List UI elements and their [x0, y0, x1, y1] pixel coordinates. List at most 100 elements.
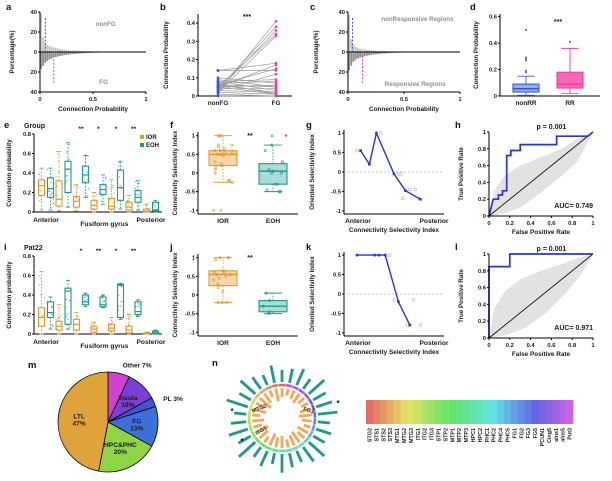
- region-color-legend: STG2 STS1 STS2 STS3 MTG1 MTG2 MTG3 ITG1 ITG2 ITG3…: [362, 396, 608, 480]
- svg-text:0.2: 0.2: [478, 319, 486, 325]
- svg-text:40: 40: [339, 90, 345, 96]
- svg-text:EOH: EOH: [146, 143, 159, 149]
- svg-text:Connection Probability: Connection Probability: [369, 106, 439, 113]
- svg-text:20: 20: [339, 30, 345, 36]
- panel-j: j -1 -0.5 0 0.5 1 ** IOR EOH Connectivity Select…: [170, 242, 304, 360]
- svg-text:*: *: [115, 248, 118, 255]
- svg-text:0.6: 0.6: [23, 274, 32, 280]
- svg-text:MTG2: MTG2: [251, 403, 268, 414]
- panel-a: a 40 20 0 20 40 0 0.5 1 nonFG FG Percentage(%) Conn…: [6, 2, 158, 116]
- panel-m-letter: m: [28, 360, 37, 371]
- panel-h-chart: 0 0.2 0.4 0.6 0.8 1 0 0.2 0.4 0.6 0.8 1 p = 0.001 AUC…: [458, 124, 595, 236]
- svg-text:0.1: 0.1: [187, 76, 196, 82]
- svg-text:13%: 13%: [130, 426, 143, 433]
- svg-text:0.8: 0.8: [568, 221, 577, 227]
- svg-text:FG1: FG1: [512, 428, 518, 438]
- svg-text:Connectivity Selectivity Index: Connectivity Selectivity Index: [173, 130, 179, 215]
- svg-text:aIns1: aIns1: [554, 428, 560, 442]
- panel-f: f -1 -0.5 0 0.5 1 * ** IOR EOH Connectivity Selec…: [170, 120, 304, 238]
- svg-text:Connection Probability: Connection Probability: [473, 21, 480, 89]
- panel-l-chart: 0 0.2 0.4 0.6 0.8 1 0 0.2 0.4 0.6 0.8 1 p = 0.001 AUC…: [458, 246, 595, 358]
- svg-text:0.6: 0.6: [478, 164, 487, 170]
- panel-f-letter: f: [170, 120, 174, 131]
- svg-text:1: 1: [483, 252, 487, 258]
- panel-g: g -1 -0.5 0 0.5 1 Anterior Posterior Connectivi…: [306, 120, 454, 238]
- panel-b: b 0 0.1 0.2 0.3 0.4 *** nonFG FG Connection Prob…: [160, 2, 306, 116]
- svg-text:0.8: 0.8: [478, 147, 487, 153]
- scatter-points: [211, 256, 272, 316]
- svg-text:**: **: [96, 248, 102, 255]
- svg-text:0.5: 0.5: [89, 97, 98, 103]
- svg-text:1: 1: [144, 97, 148, 103]
- panel-b-chart: 0 0.1 0.2 0.3 0.4 *** nonFG FG Connection Probab…: [163, 14, 292, 107]
- svg-text:Group: Group: [24, 123, 45, 130]
- svg-text:AUC= 0.749: AUC= 0.749: [554, 203, 593, 210]
- svg-text:0: 0: [338, 170, 341, 176]
- svg-text:0.4: 0.4: [527, 221, 536, 227]
- svg-text:-0.5: -0.5: [185, 312, 196, 318]
- svg-text:40: 40: [31, 10, 37, 16]
- svg-text:FG2: FG2: [519, 428, 525, 438]
- svg-text:1: 1: [192, 256, 196, 262]
- svg-text:Put3: Put3: [568, 428, 574, 440]
- svg-text:0.5: 0.5: [187, 274, 196, 280]
- svg-text:Fusiform gyrus: Fusiform gyrus: [80, 343, 128, 350]
- svg-text:1: 1: [591, 221, 595, 227]
- svg-text:0.5: 0.5: [333, 151, 342, 157]
- svg-text:-0.5: -0.5: [185, 190, 196, 196]
- svg-text:0.6: 0.6: [489, 15, 498, 21]
- svg-text:20: 20: [31, 30, 37, 36]
- svg-text:ITG2: ITG2: [423, 428, 429, 440]
- jitter-points: [38, 275, 54, 328]
- svg-text:0: 0: [483, 336, 486, 342]
- svg-text:nonResponsive Regions: nonResponsive Regions: [381, 16, 454, 23]
- panel-l: l 0 0.2 0.4 0.6 0.8 1 0 0.2 0.4 0.6 0.8 1 p = 0.001 A…: [455, 242, 609, 360]
- svg-text:MTG3: MTG3: [409, 428, 415, 443]
- svg-text:HPC&PHC: HPC&PHC: [104, 442, 137, 449]
- svg-text:Anterior: Anterior: [33, 217, 59, 224]
- svg-text:-1: -1: [336, 209, 342, 215]
- svg-text:40: 40: [31, 90, 37, 96]
- svg-text:-0.5: -0.5: [331, 311, 342, 317]
- svg-text:0: 0: [483, 214, 486, 220]
- svg-text:FG3: FG3: [526, 428, 532, 438]
- svg-text:-1: -1: [190, 208, 196, 214]
- svg-text:Pat22: Pat22: [24, 245, 43, 252]
- svg-text:FG5: FG5: [533, 428, 539, 438]
- svg-text:Cing5: Cing5: [547, 428, 553, 443]
- svg-text:Anterior: Anterior: [345, 218, 371, 225]
- panel-c-letter: c: [310, 2, 316, 13]
- svg-text:*: *: [115, 126, 118, 133]
- svg-text:STP1: STP1: [436, 428, 442, 441]
- svg-text:Fusiform gyrus: Fusiform gyrus: [80, 221, 128, 228]
- svg-text:HPC2: HPC2: [478, 428, 484, 442]
- svg-text:Percentage(%): Percentage(%): [313, 31, 320, 74]
- svg-text:0: 0: [28, 210, 31, 216]
- svg-text:True Positive Rate: True Positive Rate: [458, 269, 465, 323]
- panel-k-chart: -1 -0.5 0 0.5 1 Anterior Posterior Connectivity…: [309, 252, 449, 356]
- svg-text:ITG1: ITG1: [416, 428, 422, 440]
- svg-text:Oriented Selectivity Index: Oriented Selectivity Index: [309, 256, 316, 332]
- svg-text:0.6: 0.6: [547, 343, 556, 349]
- svg-text:Percentage(%): Percentage(%): [9, 31, 16, 74]
- jitter-points: [125, 301, 142, 330]
- svg-text:Connectivity Selectivity Index: Connectivity Selectivity Index: [173, 252, 179, 337]
- svg-text:Connection probability: Connection probability: [6, 261, 13, 329]
- svg-text:Connection probability: Connection probability: [6, 139, 13, 207]
- panel-i: i 0 0.2 0.4 0.6 0.8 Pat22 * ** * ** Anterior Fusifo…: [4, 242, 166, 360]
- svg-text:RR: RR: [565, 100, 575, 107]
- pair-lines: [217, 21, 277, 97]
- svg-text:-0.5: -0.5: [331, 189, 342, 195]
- svg-text:nonFG: nonFG: [96, 21, 116, 28]
- svg-text:0: 0: [487, 343, 490, 349]
- panel-d-chart: 0 0.2 0.4 0.6 *** nonRR RR Connection Probabili…: [473, 14, 600, 107]
- svg-text:**: **: [131, 248, 137, 255]
- svg-text:0.8: 0.8: [568, 343, 577, 349]
- svg-text:***: ***: [243, 14, 251, 21]
- svg-text:MTP1: MTP1: [450, 428, 456, 442]
- panel-h-letter: h: [455, 120, 461, 131]
- svg-text:0.2: 0.2: [23, 191, 31, 197]
- svg-text:47%: 47%: [73, 420, 86, 427]
